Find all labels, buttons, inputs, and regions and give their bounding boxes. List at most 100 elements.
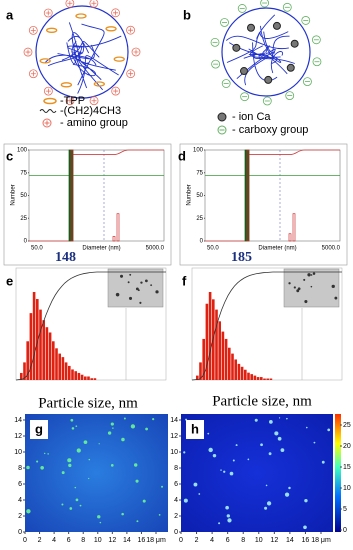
afm-particle — [226, 514, 230, 518]
afm-particle — [235, 444, 238, 447]
histogram-bar — [199, 362, 202, 380]
amino-plus — [91, 98, 97, 104]
carboxy-icon — [221, 79, 231, 88]
panel-label: d — [178, 148, 186, 163]
afm-particle — [74, 486, 77, 489]
x-tick-label: 50.0 — [31, 246, 43, 252]
amino-plus — [45, 88, 51, 94]
afm-particle — [313, 441, 316, 444]
x-tick-label: 4 — [52, 537, 56, 544]
y-tick-label: 12 — [14, 433, 22, 440]
afm-particle — [277, 436, 282, 441]
afm-particle — [158, 514, 161, 516]
afm-particle — [40, 465, 44, 470]
histogram-bar — [269, 378, 273, 380]
histogram-bar — [87, 376, 90, 380]
amino-icon — [89, 0, 99, 8]
x-tick-label: 2 — [195, 537, 199, 544]
histogram-bar — [263, 378, 266, 380]
chart-border — [179, 143, 348, 266]
afm-particle — [70, 418, 74, 422]
x-tick-label: 14 — [286, 537, 294, 544]
y-tick-label: 4 — [174, 497, 178, 504]
histogram-bar — [266, 378, 269, 380]
histogram-bar — [58, 353, 61, 380]
inset-particle — [296, 289, 300, 293]
amino-plus — [113, 88, 119, 94]
histogram-bar — [208, 292, 212, 380]
x-tick-label: 12 — [108, 537, 116, 544]
afm-particle — [327, 428, 331, 432]
histogram-bar — [61, 357, 65, 380]
amino-plus — [25, 49, 31, 55]
histogram-bar — [202, 338, 205, 380]
ca-ion — [264, 75, 273, 84]
amino-icon — [111, 86, 121, 96]
afm-particle — [193, 482, 198, 487]
carboxy-icon — [210, 37, 220, 47]
tpp-icon — [60, 82, 73, 88]
carboxy-icon — [220, 18, 229, 27]
amino-plus — [128, 27, 134, 33]
histogram-bar — [260, 377, 263, 380]
plot-area — [28, 149, 165, 242]
amino-icon — [43, 86, 53, 96]
carboxy-icon — [312, 57, 322, 67]
afm-particle — [284, 492, 290, 497]
afm-particle — [76, 448, 81, 453]
histogram-bar — [93, 378, 97, 380]
afm-particle — [47, 453, 49, 455]
panel-label: f — [182, 273, 187, 288]
afm-particle — [71, 427, 75, 430]
size-bar — [292, 213, 296, 242]
amino-plus — [128, 71, 134, 77]
afm-particle — [112, 427, 114, 429]
x-tick-label: 6 — [67, 537, 71, 544]
legend-text: - carboxy group — [232, 124, 308, 136]
afm-particle — [61, 471, 65, 475]
amino-icon — [28, 25, 38, 35]
histogram-bar — [64, 362, 68, 380]
x-tick-label: 5000.0 — [146, 246, 165, 252]
x-tick-label: 8 — [241, 537, 245, 544]
afm-particle — [110, 422, 114, 426]
carboxy-icon — [217, 125, 227, 135]
panel-label: b — [183, 7, 191, 22]
histogram-bar — [231, 353, 234, 380]
caption: Particle size, nm — [212, 393, 312, 409]
histogram-bar — [29, 313, 33, 380]
x-axis-title: Diameter (nm) — [258, 246, 296, 252]
cumulative-curve — [205, 149, 340, 242]
histogram-bar — [256, 377, 260, 380]
amino-icon — [65, 0, 75, 8]
size-bar — [288, 233, 292, 242]
afm-particle — [83, 440, 88, 445]
afm-particle — [99, 521, 102, 524]
afm-particle — [121, 437, 125, 442]
afm-particle — [254, 418, 258, 422]
cumulative-curve — [29, 149, 164, 242]
afm-particle — [152, 418, 155, 421]
afm-particle — [136, 520, 139, 523]
afm-particle — [225, 505, 229, 510]
ca-ion — [286, 63, 295, 72]
afm-particle — [183, 498, 188, 503]
afm-particle — [229, 471, 234, 476]
y-axis-title: Number — [11, 184, 17, 205]
legend-text: - amino group — [60, 117, 128, 129]
label-box — [30, 420, 48, 439]
y-tick-label: 6 — [18, 481, 22, 488]
y-tick-label: 0 — [24, 239, 28, 245]
afm-particle — [208, 447, 213, 453]
histogram-bar — [237, 363, 241, 380]
inset-particle — [331, 284, 335, 289]
x-tick-label: 16 — [302, 537, 310, 544]
mean-size: 148 — [55, 250, 76, 265]
alkyl-icon — [39, 109, 57, 113]
histogram-bar — [45, 327, 49, 380]
amino-plus — [67, 98, 73, 104]
afm-particle — [304, 498, 308, 503]
afm-particle — [88, 458, 91, 461]
y-tick-label: 4 — [18, 497, 22, 504]
